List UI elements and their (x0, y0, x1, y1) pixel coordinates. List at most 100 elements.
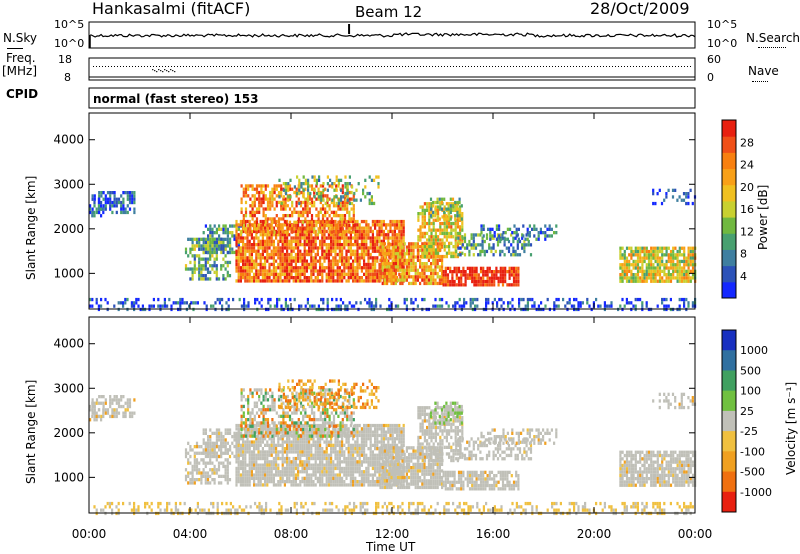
power-cell (341, 236, 344, 240)
velocity-cell (292, 470, 295, 474)
power-cell (204, 244, 207, 248)
velocity-cell (259, 483, 262, 487)
velocity-cell (288, 470, 291, 474)
power-cell (389, 243, 392, 247)
power-cell (691, 256, 695, 260)
power-cell (283, 246, 286, 250)
velocity-cell (297, 456, 300, 461)
velocity-cell (281, 440, 284, 444)
power-cell (202, 267, 205, 271)
power-cell (347, 256, 350, 260)
power-cell (401, 255, 404, 259)
power-cell (314, 279, 317, 283)
power-cell (492, 246, 495, 250)
power-cell (331, 185, 334, 189)
velocity-cell (187, 471, 190, 475)
power-cell (314, 256, 317, 260)
power-cell (312, 246, 315, 250)
power-cell (279, 229, 282, 234)
power-cell (131, 191, 134, 195)
power-cell (459, 241, 462, 245)
power-cell (244, 279, 247, 283)
velocity-cell (235, 476, 238, 480)
velocity-cell (237, 460, 240, 464)
power-cell (494, 249, 497, 254)
power-cell (231, 250, 234, 255)
velocity-cell (268, 437, 271, 441)
freq-dot (195, 66, 196, 67)
power-cell (195, 254, 199, 258)
power-cell (308, 197, 311, 201)
power-cell (515, 283, 518, 287)
power-cell (421, 262, 424, 266)
power-cell (432, 278, 435, 282)
power-cell (386, 245, 389, 249)
power-cell (417, 228, 420, 232)
power-cell (365, 279, 368, 283)
power-cell (220, 247, 223, 251)
power-cell (326, 210, 329, 214)
power-cell (209, 254, 212, 258)
power-cell (396, 239, 399, 243)
power-cell (463, 239, 467, 244)
power-cell (285, 182, 288, 186)
power-cell (298, 188, 301, 192)
power-cell (432, 204, 435, 208)
power-cell (658, 266, 662, 270)
power-cell (447, 207, 450, 211)
power-cell (432, 262, 435, 266)
power-cell (260, 204, 263, 208)
power-cell (100, 304, 103, 308)
power-cell (463, 301, 466, 305)
power-cell (305, 279, 308, 283)
power-cell (499, 253, 502, 257)
velocity-cell (279, 443, 282, 447)
velocity-cell (213, 478, 216, 482)
power-cell (289, 178, 292, 182)
power-cell (333, 182, 336, 186)
power-cell (253, 214, 256, 218)
power-cell (691, 266, 695, 270)
freq-dot (429, 66, 430, 67)
power-cell (332, 243, 335, 247)
velocity-cell (248, 443, 251, 447)
power-cell (678, 269, 681, 273)
velocity-cell (239, 476, 242, 480)
power-cell (405, 252, 408, 256)
power-cell (516, 239, 519, 244)
power-cell (390, 271, 393, 276)
power-cell (321, 243, 324, 247)
power-cell (349, 246, 352, 250)
velocity-cell (133, 398, 136, 402)
power-cell (680, 273, 684, 277)
power-cell (95, 207, 98, 211)
power-cell (126, 194, 129, 198)
power-cell (425, 262, 428, 266)
velocity-cell (222, 474, 225, 478)
power-cell (303, 279, 306, 283)
power-cell (292, 246, 295, 250)
power-cell (319, 266, 322, 270)
power-cell (619, 266, 622, 270)
power-cell (401, 265, 404, 269)
power-cell (218, 237, 221, 241)
power-cell (402, 229, 405, 234)
power-cell (416, 258, 419, 262)
power-cell (360, 219, 363, 224)
velocity-cell (111, 411, 114, 415)
power-cell (452, 202, 455, 206)
power-cell (621, 276, 624, 280)
power-cell (388, 262, 391, 266)
freq-dot (606, 66, 607, 67)
velocity-cell (204, 431, 207, 435)
power-cell (346, 200, 349, 205)
power-cell (183, 301, 186, 305)
velocity-cell (222, 444, 225, 449)
power-cell (445, 214, 448, 218)
power-cell (446, 266, 450, 270)
power-cell (568, 297, 571, 302)
power-cell (220, 267, 223, 271)
power-cell (275, 276, 278, 280)
power-cell (459, 225, 462, 229)
power-cell (473, 273, 476, 277)
